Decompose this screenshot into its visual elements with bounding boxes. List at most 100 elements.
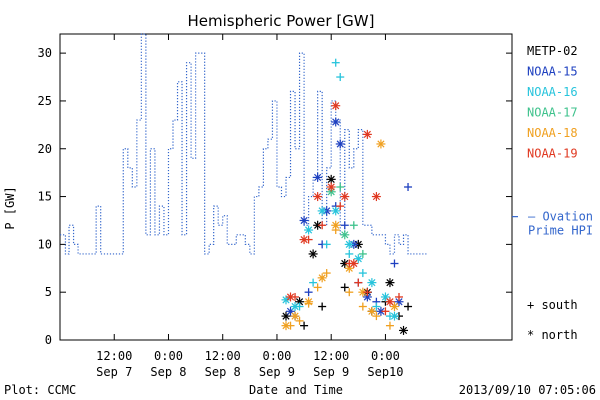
axes: 0 5 10 15 20 25 30 12:00 Sep 7 0:00 Sep 8 12:00 Sep … [38,33,513,379]
footer-plot-source: Plot: CCMC [4,383,76,397]
noaa-16-south-point [372,302,381,311]
noaa-19-north-point [331,101,341,111]
noaa-18-north-point [376,139,386,149]
footer-timestamp: 2013/09/10 07:05:06 [459,383,596,397]
noaa-18-north-point [290,311,300,321]
noaa-18-north-point [331,220,341,230]
x-tick-label-time: 12:00 [313,349,349,363]
metp-02-north-point [308,249,318,259]
chart-title: Hemispheric Power [GW] [188,12,375,30]
noaa-17-north-point [340,230,350,240]
noaa-16-south-point [322,240,331,249]
satellite-points [281,58,413,335]
plot-frame [59,33,513,341]
noaa-18-south-point [295,316,304,325]
x-tick-label-date: Sep 9 [313,365,349,379]
noaa-16-north-point [304,225,314,235]
y-tick-label: 5 [45,285,52,299]
y-tick-label: 10 [38,237,52,251]
metp-02-south-point [300,321,309,330]
noaa-18-south-point [345,288,354,297]
y-tick-label: 30 [38,46,52,60]
metp-02-north-point [385,278,395,288]
symbol-key-south: + south [527,298,578,312]
x-tick-label-time: 0:00 [371,349,400,363]
x-tick-label-date: Sep 8 [205,365,241,379]
x-tick-label-time: 12:00 [205,349,241,363]
noaa-16-north-point [389,311,399,321]
y-tick-label: 0 [45,333,52,347]
metp-02-north-point [399,325,409,335]
noaa-16-north-point [367,278,377,288]
noaa-18-south-point [358,302,367,311]
y-tick-label: 15 [38,190,52,204]
x-tick-label-time: 0:00 [263,349,292,363]
y-tick-label: 20 [38,142,52,156]
noaa-15-north-point [335,139,345,149]
legend-item-metp-02: METP-02 [527,44,578,58]
noaa-19-north-point [371,192,381,202]
noaa-19-south-point [363,288,372,297]
noaa-16-south-point [331,58,340,67]
noaa-15-north-point [313,172,323,182]
noaa-18-south-point [322,269,331,278]
legend-item-noaa-17: NOAA-17 [527,106,578,120]
noaa-17-south-point [349,221,358,230]
symbol-key-north: * north [527,328,578,342]
x-tick-label-time: 12:00 [96,349,132,363]
noaa-19-south-point [381,307,390,316]
legend-item-noaa-16: NOAA-16 [527,85,578,99]
noaa-18-north-point [281,321,291,331]
noaa-16-north-point [344,239,354,249]
x-axis-label: Date and Time [249,383,343,397]
noaa-19-north-point [340,192,350,202]
noaa-19-south-point [354,278,363,287]
noaa-19-north-point [286,292,296,302]
noaa-18-north-point [317,273,327,283]
legend-item-noaa-19: NOAA-19 [527,147,578,161]
x-tick-label-date: Sep 8 [150,365,186,379]
noaa-16-south-point [309,278,318,287]
ovation-label-2: Prime HPI [528,224,593,238]
ovation-step-line [60,33,428,255]
noaa-19-south-point [336,202,345,211]
metp-02-south-point [404,302,413,311]
noaa-15-south-point [390,259,399,268]
x-tick-label-date: Sep 7 [96,365,132,379]
noaa-17-south-point [358,249,367,258]
noaa-16-north-point [317,206,327,216]
x-tick-label-date: Sep10 [367,365,403,379]
noaa-16-north-point [290,302,300,312]
metp-02-north-point [326,174,336,184]
noaa-19-north-point [362,129,372,139]
noaa-19-south-point [395,292,403,301]
noaa-15-south-point [304,288,313,297]
noaa-19-north-point [299,235,309,245]
noaa-15-south-point [404,183,413,191]
noaa-19-north-point [385,297,395,307]
x-tick-label-date: Sep 9 [259,365,295,379]
noaa-15-north-point [299,215,309,225]
noaa-18-north-point [367,306,377,316]
x-tick-label-time: 0:00 [154,349,183,363]
noaa-19-north-point [313,192,323,202]
noaa-19-north-point [349,259,359,268]
metp-02-south-point [318,302,327,311]
noaa-16-north-point [331,206,341,216]
noaa-18-south-point [372,312,381,321]
legend-item-noaa-15: NOAA-15 [527,65,578,79]
noaa-18-north-point [304,297,314,307]
ovation-label: — Ovation [528,210,593,224]
noaa-19-south-point [318,221,327,230]
noaa-16-south-point [358,269,367,278]
noaa-15-south-point [340,221,349,230]
legend: METP-02 NOAA-15 NOAA-16 NOAA-17 NOAA-18 NOAA-… [527,44,578,342]
y-tick-label: 25 [38,94,52,108]
y-axis-label: P [GW] [3,186,17,229]
noaa-16-north-point [281,295,291,305]
metp-02-north-point [281,311,291,321]
legend-item-noaa-18: NOAA-18 [527,126,578,140]
noaa-15-north-point [331,117,341,127]
noaa-19-north-point [326,182,336,192]
